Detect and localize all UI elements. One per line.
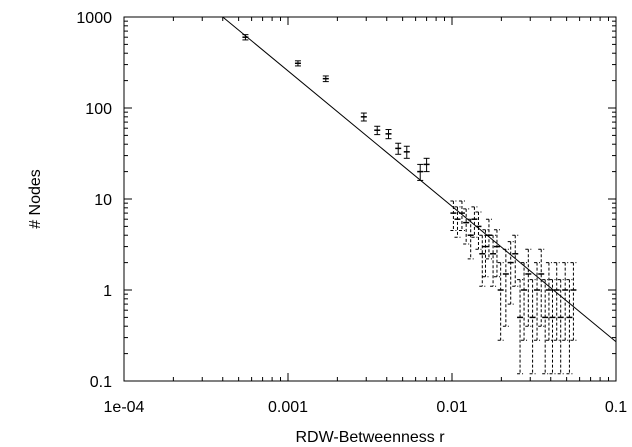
x-axis-label: RDW-Betweenness r bbox=[295, 429, 445, 446]
plot-frame bbox=[123, 16, 617, 382]
data-points bbox=[242, 36, 577, 319]
y-axis-label: # Nodes bbox=[27, 169, 44, 229]
y-tick-label: 1 bbox=[103, 283, 112, 300]
x-axis-ticks: 1e-04 0.001 0.01 0.1 bbox=[104, 17, 627, 416]
y-tick-label: 100 bbox=[85, 101, 112, 118]
y-tick-label: 10 bbox=[94, 192, 112, 209]
x-tick-label: 1e-04 bbox=[104, 399, 145, 416]
y-tick-label: 1000 bbox=[76, 10, 112, 27]
x-tick-label: 0.01 bbox=[436, 399, 467, 416]
y-axis-ticks: 0.1 1 10 100 1000 bbox=[76, 10, 616, 391]
x-tick-label: 0.1 bbox=[605, 399, 627, 416]
y-tick-label: 0.1 bbox=[90, 374, 112, 391]
x-tick-label: 0.001 bbox=[268, 399, 308, 416]
power-law-fit-line bbox=[222, 16, 617, 343]
error-bars bbox=[242, 34, 577, 375]
